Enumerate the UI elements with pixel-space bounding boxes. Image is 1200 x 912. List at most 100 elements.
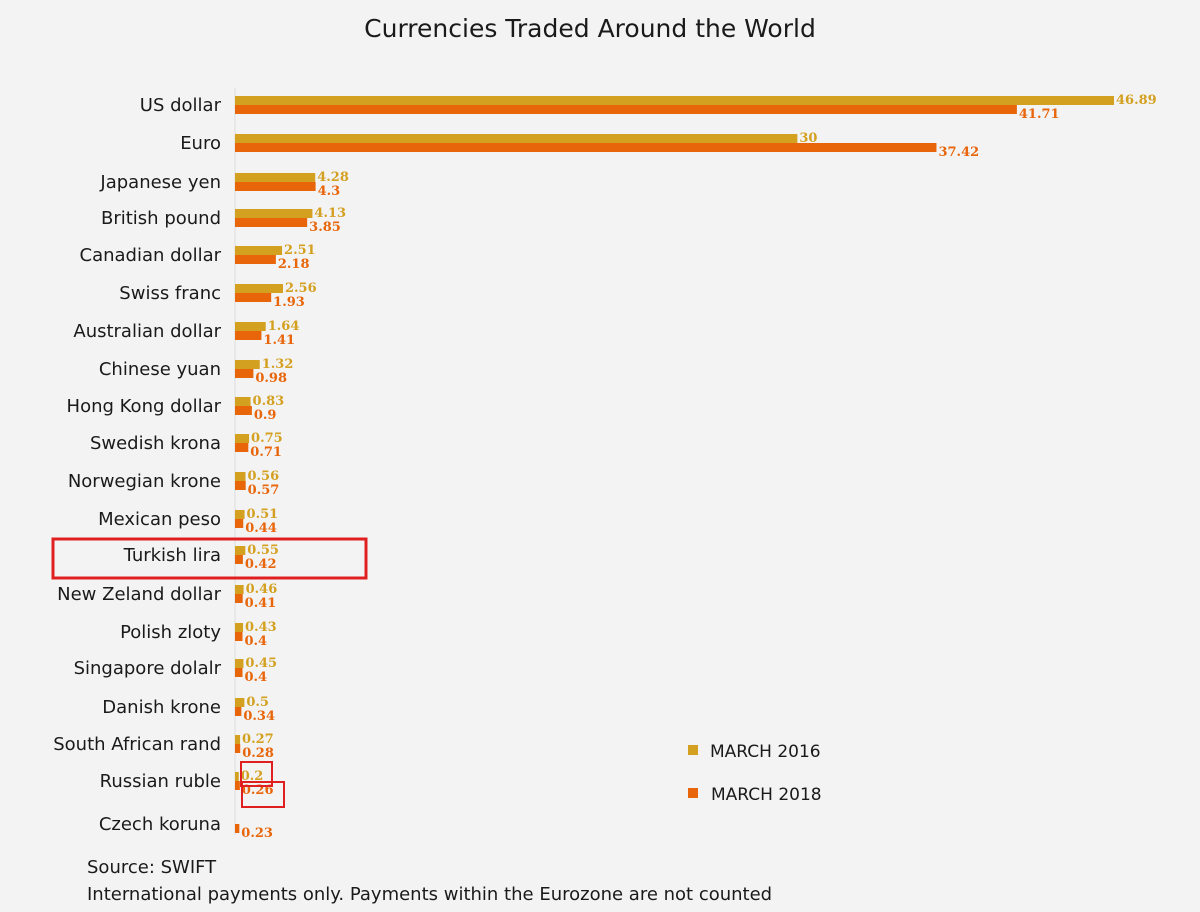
bar-2018 — [235, 555, 243, 564]
category-label: Czech koruna — [99, 814, 221, 835]
legend-swatch-2016 — [688, 745, 698, 755]
category-label: South African rand — [53, 734, 221, 755]
value-label-2018: 0.57 — [248, 483, 280, 498]
value-label-2016: 0.56 — [247, 469, 279, 484]
bar-2016 — [235, 434, 250, 443]
category-label: Polish zloty — [120, 622, 221, 643]
value-label-2016: 46.89 — [1116, 93, 1157, 108]
category-label: Euro — [180, 133, 221, 154]
category-label: US dollar — [140, 95, 222, 116]
bar-2016 — [235, 623, 244, 632]
highlight-box-ruble-2018 — [241, 781, 285, 808]
category-label: Norwegian krone — [68, 471, 221, 492]
bar-2016 — [235, 284, 283, 293]
legend-label-2018: MARCH 2018 — [711, 785, 822, 805]
bar-2016 — [235, 96, 1114, 105]
bar-2016 — [235, 698, 245, 707]
bar-2016 — [235, 134, 798, 143]
category-label: British pound — [101, 208, 221, 229]
bar-2018 — [235, 255, 276, 264]
value-label-2016: 2.56 — [285, 281, 317, 296]
value-label-2018: 0.98 — [255, 371, 287, 386]
footnote: International payments only. Payments wi… — [87, 884, 773, 905]
bar-2016 — [235, 510, 245, 519]
category-label: Russian ruble — [100, 771, 221, 792]
value-label-2016: 0.46 — [246, 582, 278, 597]
bar-2016 — [235, 209, 313, 218]
value-label-2018: 0.23 — [241, 826, 273, 841]
category-label: Mexican peso — [98, 509, 221, 530]
bar-2018 — [235, 443, 249, 452]
value-label-2016: 0.55 — [247, 543, 279, 558]
category-label: Danish krone — [102, 697, 221, 718]
bar-2016 — [235, 173, 316, 182]
bar-2016 — [235, 246, 283, 255]
bar-2018 — [235, 707, 242, 716]
bar-2018 — [235, 331, 262, 340]
value-label-2018: 41.71 — [1019, 107, 1060, 122]
value-label-2016: 30 — [799, 131, 817, 146]
value-label-2018: 2.18 — [278, 257, 310, 272]
bar-2018 — [235, 632, 243, 641]
value-label-2018: 0.41 — [245, 596, 277, 611]
value-label-2016: 1.64 — [268, 319, 300, 334]
source-note: Source: SWIFT — [87, 857, 217, 878]
value-label-2018: 0.44 — [245, 521, 277, 536]
value-label-2016: 0.27 — [242, 732, 274, 747]
bar-2018 — [235, 481, 246, 490]
bar-2018 — [235, 594, 243, 603]
value-label-2016: 0.2 — [241, 769, 264, 784]
bar-2018 — [235, 519, 244, 528]
bar-2016 — [235, 397, 251, 406]
bar-2018 — [235, 143, 937, 152]
bar-2016 — [235, 360, 260, 369]
legend-swatch-2018 — [688, 788, 698, 798]
value-label-2016: 4.28 — [317, 170, 349, 185]
value-label-2018: 3.85 — [309, 220, 341, 235]
category-label: Australian dollar — [73, 321, 221, 342]
category-label: Swiss franc — [119, 283, 221, 304]
bar-2018 — [235, 406, 252, 415]
category-label: Chinese yuan — [99, 359, 221, 380]
category-label: Canadian dollar — [80, 245, 222, 266]
value-label-2018: 0.4 — [244, 634, 267, 649]
bar-2018 — [235, 218, 308, 227]
category-label: Singapore dolalr — [74, 658, 222, 679]
value-label-2016: 0.45 — [245, 656, 277, 671]
value-label-2018: 0.34 — [243, 709, 275, 724]
value-label-2018: 0.9 — [254, 408, 277, 423]
category-label: Hong Kong dollar — [67, 396, 222, 417]
bar-2016 — [235, 735, 241, 744]
value-label-2018: 37.42 — [938, 145, 979, 160]
bar-2018 — [235, 293, 272, 302]
bar-2016 — [235, 659, 244, 668]
value-label-2016: 0.75 — [251, 431, 283, 446]
chart-title: Currencies Traded Around the World — [364, 14, 816, 43]
bar-2018 — [235, 182, 316, 191]
value-label-2016: 0.43 — [245, 620, 277, 635]
value-label-2018: 1.41 — [263, 333, 295, 348]
value-label-2016: 1.32 — [262, 357, 294, 372]
value-label-2018: 0.42 — [245, 557, 277, 572]
value-label-2018: 0.28 — [242, 746, 274, 761]
bar-2018 — [235, 824, 240, 833]
value-label-2016: 4.13 — [314, 206, 346, 221]
value-label-2016: 0.5 — [246, 695, 269, 710]
category-label: Turkish lira — [123, 545, 221, 566]
bar-2018 — [235, 781, 240, 790]
value-label-2018: 0.4 — [244, 670, 267, 685]
bar-2016 — [235, 585, 244, 594]
category-label: Swedish krona — [90, 433, 221, 454]
category-label: Japanese yen — [99, 172, 221, 193]
bar-2016 — [235, 546, 246, 555]
legend-label-2016: MARCH 2016 — [710, 742, 821, 762]
value-label-2018: 1.93 — [273, 295, 305, 310]
value-label-2016: 0.83 — [253, 394, 285, 409]
value-label-2018: 4.3 — [318, 184, 341, 199]
category-label: New Zeland dollar — [57, 584, 221, 605]
bar-2018 — [235, 668, 243, 677]
bar-2018 — [235, 369, 254, 378]
bar-2018 — [235, 105, 1017, 114]
bar-2016 — [235, 472, 246, 481]
